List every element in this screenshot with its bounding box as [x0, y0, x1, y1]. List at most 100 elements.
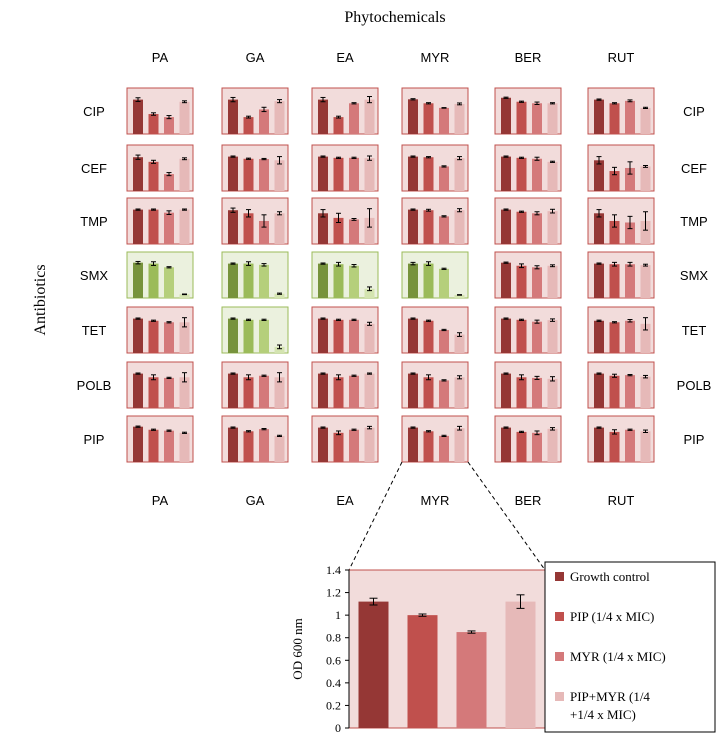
panel-bar	[179, 294, 190, 298]
panel-bar	[333, 157, 344, 191]
panel-bar	[516, 157, 527, 191]
panel-bar	[274, 346, 285, 353]
panel-tet-ga	[221, 306, 289, 354]
panel-bar	[532, 377, 542, 408]
small-multiples-grid: PA PA GA GA EA EA MYR MYR BER BER RUT RUT CIP CIP CEF C…	[77, 50, 712, 508]
panel-bar	[333, 432, 344, 462]
row-label-right-tet: TET	[682, 323, 707, 338]
panel-bar	[609, 220, 620, 244]
y-tick-label: 0	[335, 721, 341, 735]
panel-bar	[532, 267, 542, 298]
panel-bar	[439, 216, 449, 244]
panel-bar	[423, 210, 434, 244]
panel-bar	[259, 264, 269, 298]
panel-bar	[640, 376, 651, 408]
panel-pip-ea	[311, 415, 379, 463]
detail-bar-4	[505, 601, 536, 728]
row-label-left-cef: CEF	[81, 161, 107, 176]
panel-bar	[408, 263, 418, 298]
zoom-line-right	[467, 461, 546, 571]
panel-bar	[640, 323, 651, 353]
panel-bar	[274, 160, 285, 191]
detail-legend: Growth control PIP (1/4 x MIC) MYR (1/4 x …	[544, 561, 716, 733]
panel-bar	[423, 157, 434, 191]
panel-bar	[547, 103, 558, 134]
panel-tmp-ga	[221, 197, 289, 245]
panel-bar	[516, 211, 527, 244]
y-tick-label: 0.8	[326, 631, 341, 645]
panel-tet-myr	[401, 306, 469, 354]
panel-cip-rut	[587, 87, 655, 135]
chart-title: Phytochemicals	[344, 9, 445, 26]
panel-cip-ea	[311, 87, 379, 135]
panel-bar	[625, 264, 635, 298]
col-header-top-myr: MYR	[421, 50, 450, 65]
panel-polb-pa	[126, 361, 194, 409]
panel-tmp-ea	[311, 197, 379, 245]
panel-bar	[640, 107, 651, 134]
panel-bar	[228, 210, 238, 244]
legend-swatch-2	[555, 612, 564, 621]
panel-bar	[532, 158, 542, 191]
panel-bar	[501, 318, 511, 353]
col-header-top-rut: RUT	[608, 50, 635, 65]
row-label-left-polb: POLB	[77, 378, 112, 393]
zoom-line-left	[348, 461, 403, 571]
panel-bar	[274, 293, 285, 298]
panel-bar	[439, 329, 449, 353]
panel-bar	[148, 429, 159, 462]
panel-bar	[318, 263, 328, 298]
row-label-left-tet: TET	[82, 323, 107, 338]
panel-bar	[333, 117, 344, 134]
panel-bar	[333, 264, 344, 298]
panel-cip-myr	[401, 87, 469, 135]
panel-bar	[179, 432, 190, 462]
panel-bar	[243, 158, 254, 191]
col-header-bottom-ga: GA	[246, 493, 265, 508]
panel-bar	[501, 373, 511, 408]
panel-bar	[516, 377, 527, 408]
panel-pip-ga	[221, 415, 289, 463]
panel-bar	[274, 101, 285, 134]
panel-bar	[594, 373, 604, 408]
panel-bar	[164, 117, 174, 134]
col-header-top-ber: BER	[515, 50, 542, 65]
panel-cef-pa	[126, 144, 194, 192]
panel-polb-ga	[221, 361, 289, 409]
row-label-right-pip: PIP	[684, 432, 705, 447]
panel-bar	[625, 222, 635, 244]
panel-bar	[364, 217, 375, 244]
panel-bar	[243, 377, 254, 408]
panel-bar	[609, 322, 620, 353]
panel-bar	[516, 319, 527, 353]
panel-bar	[243, 263, 254, 298]
panel-cef-myr	[401, 144, 469, 192]
legend-swatch-3	[555, 652, 564, 661]
panel-cip-ber	[494, 87, 562, 135]
panel-bar	[164, 174, 174, 191]
panel-bar	[454, 334, 465, 353]
panel-bar	[547, 265, 558, 298]
panel-bar	[148, 377, 159, 408]
panel-bar	[439, 107, 449, 134]
panel-bar	[625, 375, 635, 408]
panel-bar	[164, 430, 174, 462]
y-tick-label: 0.6	[326, 653, 341, 667]
row-label-left-pip: PIP	[84, 432, 105, 447]
panel-bar	[228, 263, 238, 298]
panel-bar	[408, 427, 418, 462]
panel-bar	[516, 265, 527, 298]
panel-bar	[274, 213, 285, 244]
panel-bar	[364, 373, 375, 408]
panel-bar	[594, 99, 604, 134]
panel-tmp-pa	[126, 197, 194, 245]
panel-bar	[640, 431, 651, 462]
panel-smx-rut	[587, 251, 655, 299]
legend-label: Growth control	[570, 569, 650, 584]
row-label-right-smx: SMX	[680, 268, 709, 283]
panel-bar	[318, 213, 328, 244]
panel-bar	[148, 114, 159, 134]
panel-bar	[640, 265, 651, 298]
panel-bar	[532, 103, 542, 134]
panel-bar	[274, 435, 285, 462]
